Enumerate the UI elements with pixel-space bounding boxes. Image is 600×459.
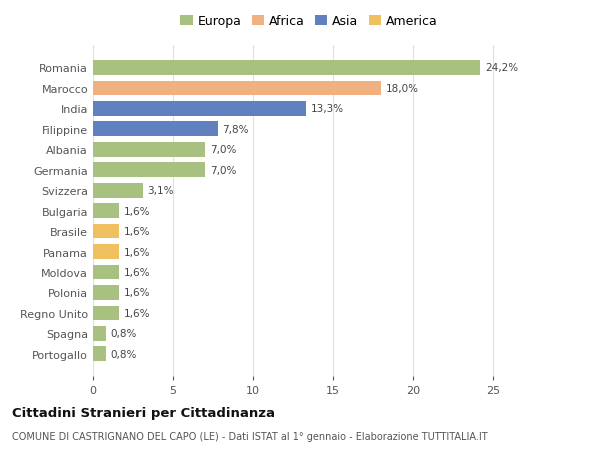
Text: 1,6%: 1,6% [124, 268, 150, 277]
Bar [93, 184, 143, 198]
Text: 3,1%: 3,1% [148, 186, 174, 196]
Text: 0,8%: 0,8% [110, 329, 137, 339]
Text: 1,6%: 1,6% [124, 308, 150, 318]
Bar [93, 306, 119, 320]
Bar [93, 143, 205, 157]
Bar [93, 81, 381, 96]
Text: COMUNE DI CASTRIGNANO DEL CAPO (LE) - Dati ISTAT al 1° gennaio - Elaborazione TU: COMUNE DI CASTRIGNANO DEL CAPO (LE) - Da… [12, 431, 488, 442]
Text: 1,6%: 1,6% [124, 247, 150, 257]
Text: 1,6%: 1,6% [124, 288, 150, 298]
Bar [93, 245, 119, 259]
Text: Cittadini Stranieri per Cittadinanza: Cittadini Stranieri per Cittadinanza [12, 406, 275, 419]
Bar [93, 285, 119, 300]
Bar [93, 122, 218, 137]
Bar [93, 61, 480, 76]
Legend: Europa, Africa, Asia, America: Europa, Africa, Asia, America [175, 10, 443, 33]
Bar [93, 347, 106, 361]
Text: 7,0%: 7,0% [210, 165, 236, 175]
Bar [93, 204, 119, 218]
Text: 1,6%: 1,6% [124, 227, 150, 236]
Text: 1,6%: 1,6% [124, 206, 150, 216]
Text: 18,0%: 18,0% [386, 84, 419, 94]
Text: 7,0%: 7,0% [210, 145, 236, 155]
Bar [93, 102, 306, 117]
Bar [93, 265, 119, 280]
Text: 0,8%: 0,8% [110, 349, 137, 359]
Text: 7,8%: 7,8% [223, 124, 249, 134]
Text: 24,2%: 24,2% [485, 63, 518, 73]
Bar [93, 326, 106, 341]
Bar [93, 163, 205, 178]
Text: 13,3%: 13,3% [311, 104, 344, 114]
Bar [93, 224, 119, 239]
